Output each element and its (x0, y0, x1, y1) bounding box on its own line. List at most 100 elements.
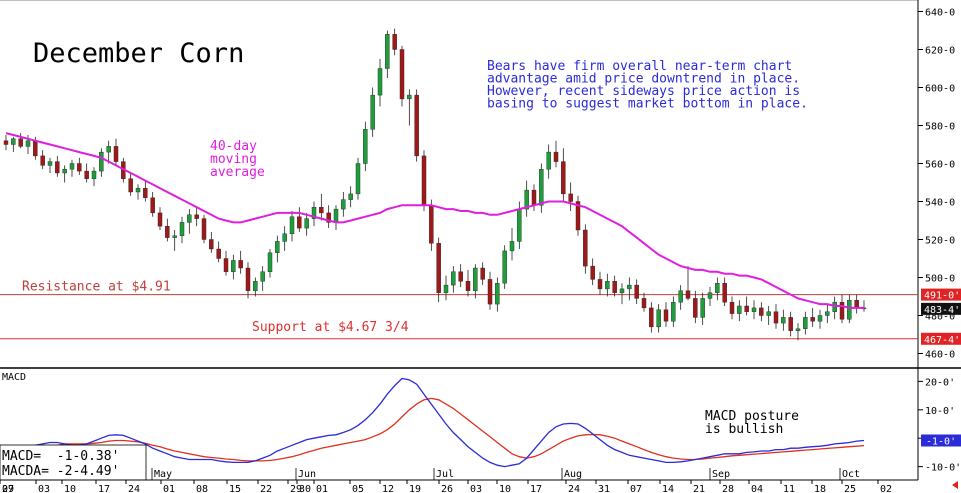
x-tick-label: 10 (499, 484, 511, 493)
macda-readout: MACDA= -2-4.49' (2, 464, 119, 479)
x-tick-label: 17 (530, 484, 542, 493)
candle (77, 157, 82, 175)
level-badge (921, 288, 961, 301)
candle (370, 87, 375, 137)
candle (377, 59, 383, 107)
macd-panel: MACD 20-0'10-0'0-0'-10-0' -1-0' MACD= -1… (0, 368, 961, 481)
candle (685, 266, 691, 301)
candlesticks (3, 28, 867, 341)
candle (781, 309, 786, 331)
x-tick-label: 05 (352, 484, 364, 493)
candle (392, 28, 397, 56)
x-tick-label: 01 (316, 484, 328, 493)
macd-annotation: MACD posture is bullish (705, 409, 799, 437)
x-tick-label: 31 (598, 484, 610, 493)
candle (729, 296, 735, 320)
candle (282, 226, 287, 251)
candle (480, 262, 485, 286)
candle (773, 304, 779, 329)
candle (487, 271, 493, 310)
candle (421, 150, 427, 211)
candle (678, 285, 683, 310)
price-tick-label: 520-0 (925, 236, 955, 247)
candle (47, 157, 53, 173)
candle (407, 89, 412, 126)
x-tick-label: 03 (470, 484, 482, 493)
candle (267, 249, 273, 278)
candle (539, 163, 544, 213)
macd-tick-label: 20-0' (925, 377, 955, 388)
candle (135, 184, 141, 200)
x-tick-label: 24 (568, 484, 580, 493)
candle (671, 296, 676, 327)
candle (429, 199, 434, 251)
x-tick-label: 01 (163, 484, 175, 493)
candle (597, 271, 603, 295)
candle (245, 262, 251, 299)
price-tick-label: 620-0 (925, 46, 955, 57)
candle (40, 150, 45, 170)
price-tick-label: 640-0 (925, 8, 955, 19)
candle (737, 300, 742, 322)
candle (810, 307, 815, 327)
candle (399, 45, 405, 107)
candle (223, 250, 229, 276)
candle (451, 266, 456, 293)
candle (839, 294, 845, 324)
macd-tick-label: 10-0' (925, 406, 955, 417)
candle (326, 205, 331, 229)
x-tick-label: 17 (98, 484, 110, 493)
candle (531, 184, 537, 211)
price-tick-label: 540-0 (925, 198, 955, 209)
x-tick-label: 26 (441, 484, 453, 493)
candle (297, 207, 302, 232)
last-price-badge-text: 483-4' (924, 305, 960, 316)
candle (319, 193, 324, 221)
macd-tick-label: -10-0' (925, 463, 961, 474)
macd-readout: MACD= -1-0.38' (2, 449, 119, 464)
candle (62, 165, 67, 183)
month-label: Jun (298, 469, 316, 480)
price-tick-label: 480-0 (925, 312, 955, 323)
level-label: Support at $4.67 3/4 (252, 320, 409, 335)
x-tick-label: 10 (64, 484, 76, 493)
candle (583, 224, 588, 274)
candle (443, 275, 449, 301)
candle (634, 279, 639, 305)
candle (231, 254, 236, 280)
candle (209, 231, 214, 253)
price-tick-label: 580-0 (925, 122, 955, 133)
month-label: Jul (436, 469, 454, 480)
x-tick-label: 30 (299, 484, 311, 493)
candle (113, 138, 119, 166)
price-tick-label: 460-0 (925, 350, 955, 361)
candle (722, 277, 727, 306)
candle (509, 228, 515, 261)
moving-average-line (5, 132, 864, 309)
level-badge (921, 332, 961, 345)
candle (143, 180, 148, 202)
x-tick-label: 18 (814, 484, 826, 493)
month-label: Sep (712, 469, 730, 480)
candle (700, 292, 705, 325)
x-tick-label: 28 (722, 484, 734, 493)
scroll-left-arrow-icon[interactable] (952, 481, 958, 489)
candle (751, 300, 757, 320)
candle (627, 277, 632, 301)
candle (414, 89, 419, 162)
candle (744, 296, 749, 316)
candle (832, 296, 837, 320)
last-price-badge (921, 302, 961, 315)
candle (795, 323, 801, 341)
candle (707, 287, 713, 306)
candle (649, 302, 654, 333)
candle (128, 173, 133, 196)
candle (69, 159, 75, 177)
macd-value-badge (921, 434, 961, 447)
candle (311, 201, 317, 227)
chart-title: December Corn (33, 38, 244, 69)
candle (341, 192, 346, 217)
candle (502, 245, 507, 289)
